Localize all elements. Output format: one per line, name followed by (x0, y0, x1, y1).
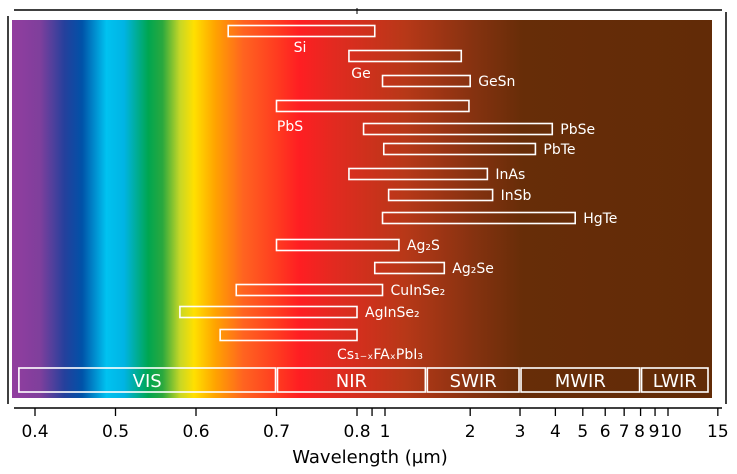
x-tick-label: 0.6 (182, 422, 209, 442)
bar-label: CuInSe₂ (391, 283, 446, 299)
band-label: SWIR (450, 371, 497, 392)
bar-label: PbTe (543, 142, 575, 158)
bar-label: InSb (501, 188, 532, 204)
x-axis-label: Wavelength (µm) (292, 447, 448, 468)
band-box (276, 367, 427, 393)
range-bar (275, 99, 470, 113)
x-tick-label: 8 (634, 422, 645, 442)
range-bar (382, 142, 537, 156)
range-bar (362, 122, 554, 136)
bar-label: Ag₂Se (452, 261, 494, 277)
range-bar (275, 238, 400, 252)
x-tick-label: 9 (649, 422, 660, 442)
range-bar (348, 49, 463, 63)
range-bar (227, 24, 376, 38)
band-box (640, 367, 709, 393)
band-label: MWIR (555, 371, 606, 392)
x-tick-label: 5 (577, 422, 588, 442)
band-box (18, 367, 277, 393)
bar-label: PbS (277, 119, 303, 135)
x-tick-label: 15 (707, 422, 729, 442)
x-tick-label: 0.5 (102, 422, 129, 442)
bar-label: Cs₁₋ₓFAₓPbI₃ (337, 347, 423, 363)
band-box (426, 367, 520, 393)
range-bar (373, 261, 446, 275)
x-tick-label: 0.8 (343, 422, 370, 442)
bar-label: Ag₂S (407, 238, 440, 254)
x-tick-label: 3 (515, 422, 526, 442)
x-tick-label: 4 (550, 422, 561, 442)
bar-label: AgInSe₂ (365, 305, 420, 321)
x-tick-label: 1 (380, 422, 391, 442)
range-bar (381, 74, 471, 88)
band-label: NIR (336, 371, 367, 392)
bar-label: Si (294, 40, 307, 56)
x-tick-label: 10 (660, 422, 682, 442)
range-bar (348, 167, 489, 181)
bar-label: Ge (351, 66, 370, 82)
range-bar (179, 305, 358, 319)
spectrum-background (12, 20, 712, 398)
range-bar (381, 211, 577, 225)
x-tick-label: 7 (619, 422, 630, 442)
bar-label: PbSe (560, 122, 595, 138)
band-label: LWIR (653, 371, 697, 392)
band-box (520, 367, 641, 393)
bar-label: HgTe (583, 211, 617, 227)
x-tick-label: 0.4 (21, 422, 48, 442)
range-bar (387, 188, 494, 202)
x-tick-label: 0.7 (263, 422, 290, 442)
bar-label: InAs (495, 167, 525, 183)
range-bar (235, 283, 384, 297)
x-tick-label: 2 (465, 422, 476, 442)
band-label: VIS (133, 371, 162, 392)
x-tick-label: 6 (600, 422, 611, 442)
range-bar (219, 328, 358, 342)
bar-label: GeSn (478, 74, 515, 90)
